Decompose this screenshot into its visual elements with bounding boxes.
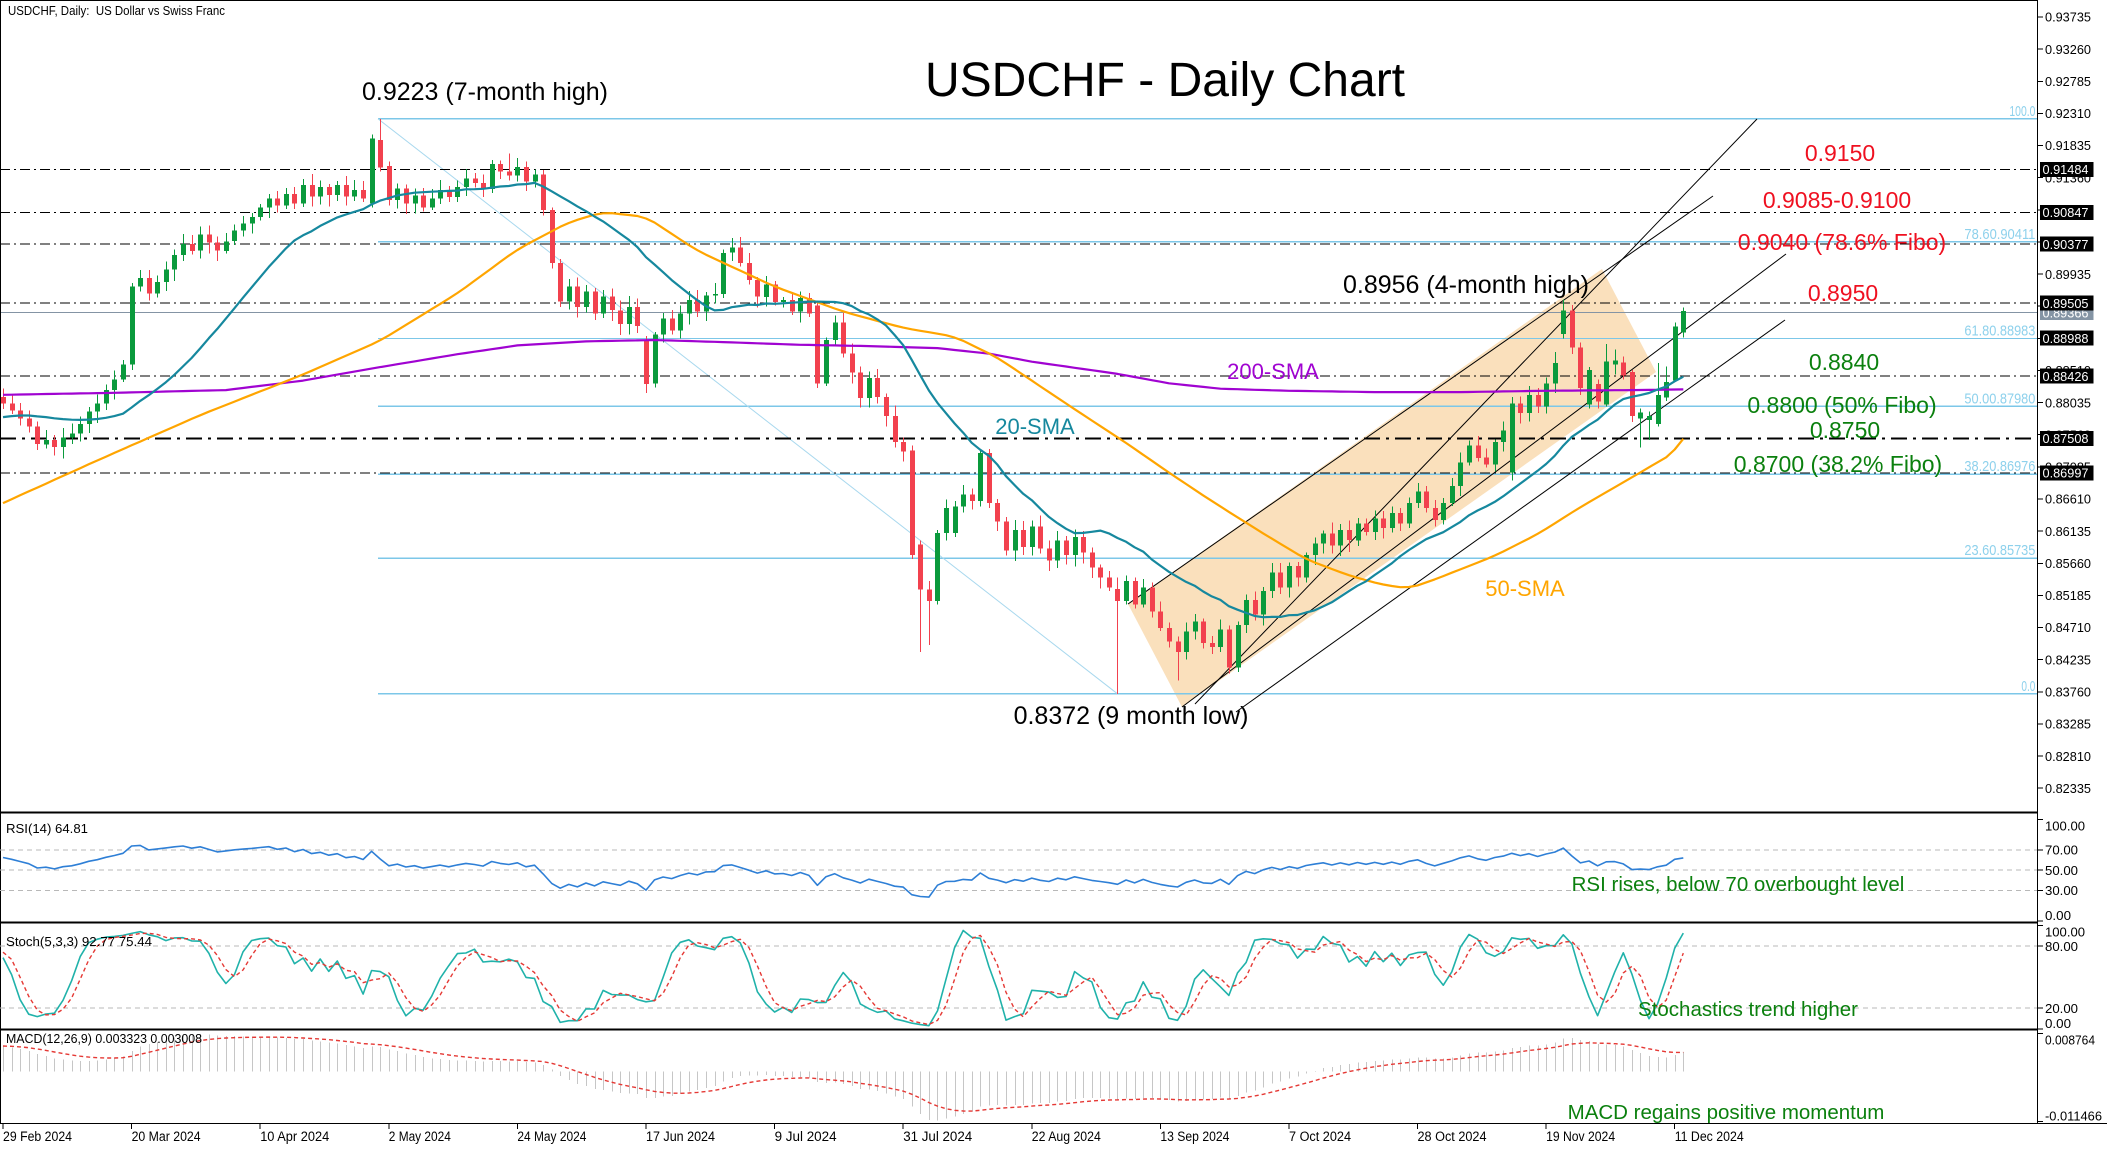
svg-text:0.82335: 0.82335 (2045, 781, 2091, 796)
svg-text:MACD regains positive momentum: MACD regains positive momentum (1568, 1101, 1885, 1124)
svg-text:0.8750: 0.8750 (1810, 417, 1880, 443)
svg-text:0.8800 (50% Fibo): 0.8800 (50% Fibo) (1747, 392, 1936, 418)
svg-text:0.86135: 0.86135 (2045, 524, 2091, 539)
svg-text:31 Jul 2024: 31 Jul 2024 (903, 1129, 972, 1145)
svg-text:0.84235: 0.84235 (2045, 652, 2091, 667)
svg-text:-0.011466: -0.011466 (2045, 1109, 2102, 1124)
svg-text:29 Feb 2024: 29 Feb 2024 (3, 1129, 72, 1145)
svg-text:0.84710: 0.84710 (2045, 620, 2091, 635)
svg-text:USDCHF, Daily: US Dollar vs S: USDCHF, Daily: US Dollar vs Swiss Franc (8, 4, 225, 18)
svg-text:23.60.85735: 23.60.85735 (1964, 542, 2035, 559)
svg-text:38.20.86976: 38.20.86976 (1964, 458, 2035, 475)
svg-text:0.9040 (78.6% Fibo): 0.9040 (78.6% Fibo) (1738, 229, 1946, 255)
svg-text:Stochastics trend higher: Stochastics trend higher (1638, 998, 1858, 1021)
svg-text:0.00: 0.00 (2045, 908, 2071, 923)
svg-text:0.9150: 0.9150 (1805, 140, 1875, 166)
svg-text:20 Mar 2024: 20 Mar 2024 (132, 1129, 201, 1145)
svg-text:22 Aug 2024: 22 Aug 2024 (1032, 1129, 1101, 1145)
svg-text:0.8840: 0.8840 (1809, 349, 1879, 375)
svg-text:10 Apr 2024: 10 Apr 2024 (260, 1129, 329, 1145)
svg-text:2 May 2024: 2 May 2024 (389, 1129, 451, 1145)
svg-text:0.9085-0.9100: 0.9085-0.9100 (1763, 187, 1911, 213)
svg-text:0.00: 0.00 (2045, 1016, 2071, 1031)
svg-text:11 Dec 2024: 11 Dec 2024 (1675, 1129, 1744, 1145)
svg-text:9 Jul 2024: 9 Jul 2024 (775, 1129, 837, 1145)
svg-text:0.9223 (7-month high): 0.9223 (7-month high) (362, 78, 608, 106)
svg-text:0.85185: 0.85185 (2045, 588, 2091, 603)
svg-text:61.80.88983: 61.80.88983 (1964, 323, 2035, 340)
svg-text:50-SMA: 50-SMA (1485, 576, 1565, 601)
svg-text:20.00: 20.00 (2045, 1001, 2078, 1016)
svg-text:50.00.87980: 50.00.87980 (1964, 390, 2035, 407)
svg-text:100.0: 100.0 (2009, 103, 2035, 120)
svg-text:17 Jun 2024: 17 Jun 2024 (646, 1129, 715, 1145)
svg-text:24 May 2024: 24 May 2024 (517, 1129, 586, 1145)
svg-text:0.92310: 0.92310 (2045, 106, 2091, 121)
svg-text:0.8700 (38.2% Fibo): 0.8700 (38.2% Fibo) (1734, 451, 1942, 477)
svg-text:30.00: 30.00 (2045, 883, 2078, 898)
svg-text:0.0: 0.0 (2021, 678, 2035, 695)
svg-text:13 Sep 2024: 13 Sep 2024 (1160, 1129, 1229, 1145)
svg-text:0.87508: 0.87508 (2043, 431, 2089, 446)
svg-text:0.91835: 0.91835 (2045, 138, 2091, 153)
svg-text:0.8950: 0.8950 (1808, 280, 1878, 306)
svg-text:0.82810: 0.82810 (2045, 749, 2091, 764)
svg-text:78.60.90411: 78.60.90411 (1964, 226, 2035, 243)
svg-text:0.008764: 0.008764 (2045, 1033, 2095, 1048)
svg-text:70.00: 70.00 (2045, 843, 2078, 858)
svg-text:200-SMA: 200-SMA (1227, 359, 1319, 384)
svg-text:0.92785: 0.92785 (2045, 74, 2091, 89)
svg-text:Stoch(5,3,3) 92.77 75.44: Stoch(5,3,3) 92.77 75.44 (6, 934, 152, 949)
svg-text:7 Oct 2024: 7 Oct 2024 (1289, 1129, 1351, 1145)
svg-text:RSI(14) 64.81: RSI(14) 64.81 (6, 821, 88, 836)
svg-text:0.88988: 0.88988 (2043, 331, 2089, 346)
svg-text:28 Oct 2024: 28 Oct 2024 (1418, 1129, 1487, 1145)
svg-text:50.00: 50.00 (2045, 863, 2078, 878)
svg-text:80.00: 80.00 (2045, 939, 2078, 954)
svg-text:MACD(12,26,9) 0.003323 0.00300: MACD(12,26,9) 0.003323 0.003008 (6, 1031, 202, 1046)
svg-text:0.8956 (4-month high): 0.8956 (4-month high) (1343, 271, 1589, 299)
svg-text:0.90847: 0.90847 (2043, 205, 2089, 220)
svg-text:19 Nov 2024: 19 Nov 2024 (1546, 1129, 1615, 1145)
svg-text:0.86610: 0.86610 (2045, 492, 2091, 507)
svg-text:USDCHF - Daily Chart: USDCHF - Daily Chart (925, 54, 1405, 107)
svg-text:0.89935: 0.89935 (2045, 267, 2091, 282)
svg-text:0.83285: 0.83285 (2045, 717, 2091, 732)
svg-text:RSI rises, below 70 overbought: RSI rises, below 70 overbought level (1572, 873, 1905, 896)
svg-text:0.89505: 0.89505 (2043, 296, 2089, 311)
svg-text:0.88035: 0.88035 (2045, 395, 2091, 410)
svg-text:0.88426: 0.88426 (2043, 369, 2089, 384)
svg-text:100.00: 100.00 (2045, 924, 2085, 939)
svg-text:0.91484: 0.91484 (2043, 162, 2089, 177)
svg-text:0.86997: 0.86997 (2043, 466, 2089, 481)
svg-text:0.8372 (9 month low): 0.8372 (9 month low) (1014, 702, 1249, 730)
svg-text:0.85660: 0.85660 (2045, 556, 2091, 571)
svg-text:20-SMA: 20-SMA (995, 414, 1075, 439)
svg-text:0.93735: 0.93735 (2045, 10, 2091, 25)
svg-text:0.90377: 0.90377 (2043, 237, 2089, 252)
svg-text:100.00: 100.00 (2045, 818, 2085, 833)
svg-text:0.93260: 0.93260 (2045, 42, 2091, 57)
svg-text:0.83760: 0.83760 (2045, 685, 2091, 700)
